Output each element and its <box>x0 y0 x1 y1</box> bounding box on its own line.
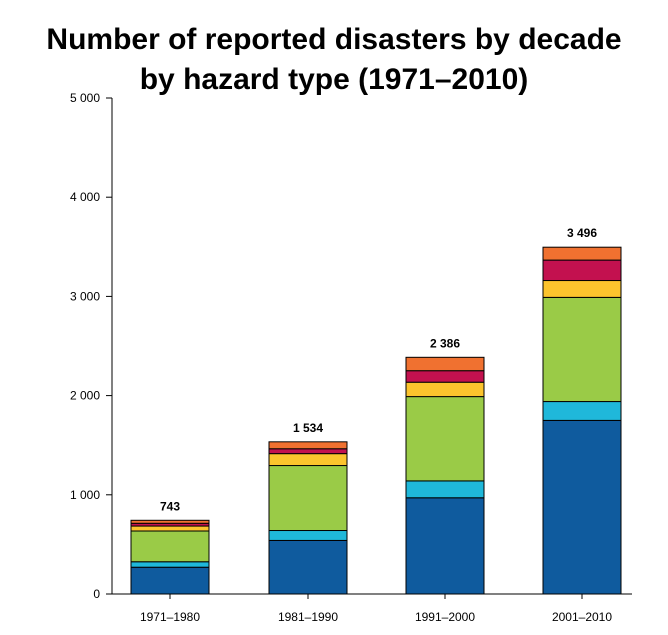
x-tick-label: 1971–1980 <box>140 610 200 624</box>
y-tick-label: 1 000 <box>70 488 100 502</box>
y-tick-label: 4 000 <box>70 190 100 204</box>
bar-segment-1-1991–2000 <box>405 497 485 595</box>
bar-segment-1-2001–2010 <box>542 419 622 595</box>
bar-segment-4-1981–1990 <box>268 453 348 467</box>
bar-segment-2-1981–1990 <box>268 530 348 541</box>
bar-segment-4-2001–2010 <box>542 280 622 298</box>
bar-segment-2-1971–1980 <box>130 561 210 568</box>
y-tick-label: 2 000 <box>70 389 100 403</box>
bar-segment-3-2001–2010 <box>542 296 622 403</box>
y-tick-label: 5 000 <box>70 91 100 105</box>
bar-segment-5-2001–2010 <box>542 259 622 282</box>
chart-title-line-2: by hazard type (1971–2010) <box>139 63 529 96</box>
bar-segment-5-1981–1990 <box>268 448 348 455</box>
x-tick-label: 1981–1990 <box>278 610 338 624</box>
bar-segment-4-1971–1980 <box>130 525 210 532</box>
bar-segment-2-1991–2000 <box>405 480 485 499</box>
bar-segment-6-1971–1980 <box>130 519 210 524</box>
bar-total-label: 3 496 <box>567 226 597 240</box>
x-tick-label: 2001–2010 <box>552 610 612 624</box>
y-tick-label: 3 000 <box>70 289 100 303</box>
bar-segment-4-1991–2000 <box>405 381 485 398</box>
bar-segment-3-1971–1980 <box>130 530 210 563</box>
bar-segment-6-2001–2010 <box>542 246 622 261</box>
bar-total-label: 1 534 <box>293 421 323 435</box>
bar-segment-5-1991–2000 <box>405 370 485 383</box>
bar-total-label: 743 <box>160 499 180 513</box>
bar-segment-6-1991–2000 <box>405 356 485 372</box>
y-tick-label: 0 <box>93 587 100 601</box>
bar-segment-3-1991–2000 <box>405 396 485 482</box>
bar-segment-1-1971–1980 <box>130 566 210 595</box>
bar-segment-1-1981–1990 <box>268 539 348 595</box>
chart-title-line-1: Number of reported disasters by decade <box>46 23 622 56</box>
bar-segment-6-1981–1990 <box>268 441 348 450</box>
bar-segment-2-2001–2010 <box>542 401 622 421</box>
bar-segment-3-1981–1990 <box>268 465 348 532</box>
bar-total-label: 2 386 <box>430 336 460 350</box>
x-tick-label: 1991–2000 <box>415 610 475 624</box>
